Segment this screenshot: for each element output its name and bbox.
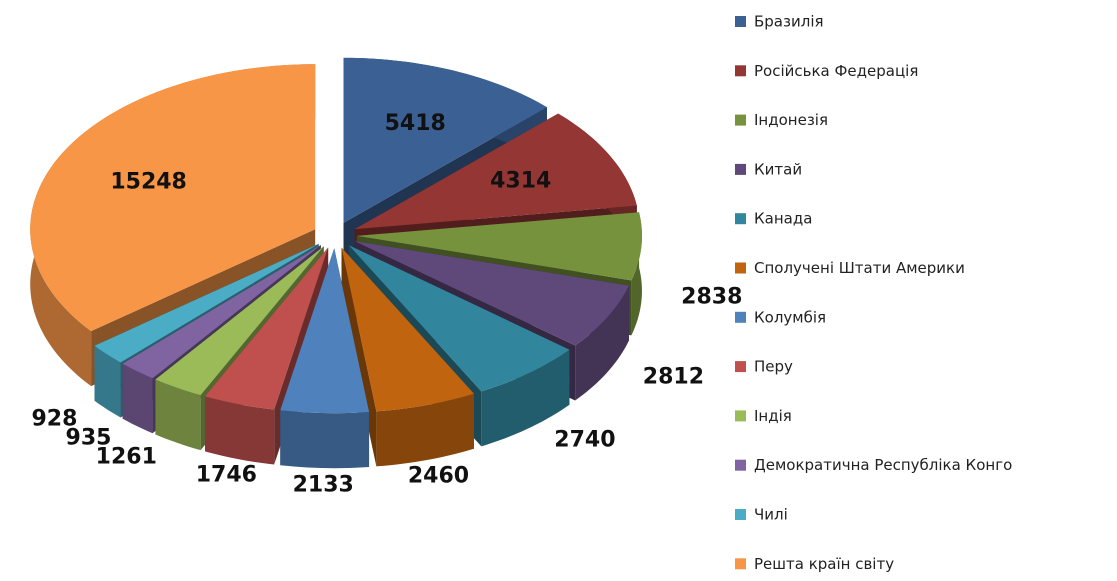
legend-swatch: [735, 361, 746, 373]
legend-label: Російська Федерація: [754, 62, 918, 80]
value-label: 4314: [490, 169, 551, 194]
slice: [122, 245, 321, 379]
slice-side: [280, 410, 370, 469]
legend-swatch: [735, 311, 746, 323]
slice: [356, 212, 642, 281]
legend-label: Колумбія: [754, 308, 826, 326]
slice: [343, 57, 547, 223]
slice-side: [122, 363, 153, 434]
legend-label: Чилі: [754, 506, 788, 524]
legend-label: Решта країн світу: [754, 555, 894, 573]
slice: [155, 246, 324, 396]
slice-side: [481, 349, 570, 447]
slice: [341, 247, 474, 412]
legend-label: Індонезія: [754, 111, 828, 129]
slice: [348, 245, 570, 392]
legend-label: Канада: [754, 210, 812, 228]
value-label: 2812: [643, 364, 704, 389]
slice: [94, 243, 319, 363]
slice-side: [575, 285, 629, 401]
legend-swatch: [735, 410, 746, 422]
legend-label: Бразилія: [754, 13, 824, 31]
legend-label: Сполучені Штати Америки: [754, 259, 965, 277]
legend-label: Перу: [754, 358, 793, 376]
value-label: 2838: [681, 285, 742, 310]
slice-side: [94, 345, 121, 418]
value-label: 2133: [293, 473, 354, 498]
value-label: 1261: [96, 444, 157, 469]
value-label: 15248: [110, 169, 187, 194]
legend-label: Демократична Республіка Конго: [754, 456, 1012, 474]
value-label: 2740: [554, 427, 615, 452]
value-label: 5418: [385, 111, 446, 136]
value-label: 935: [66, 425, 112, 450]
legend-swatch: [735, 65, 746, 77]
slice-side: [155, 379, 201, 451]
legend-swatch: [735, 114, 746, 126]
slice-side: [376, 393, 474, 467]
slice: [205, 247, 329, 410]
value-label: 2460: [408, 464, 469, 489]
slice: [280, 248, 370, 414]
legend-swatch: [735, 558, 746, 570]
legend-label: Китай: [754, 160, 802, 178]
legend-swatch: [735, 213, 746, 225]
slice: [354, 113, 637, 230]
legend-label: Індія: [754, 407, 792, 425]
slice: [30, 64, 316, 332]
legend-swatch: [735, 459, 746, 471]
legend-swatch: [735, 163, 746, 175]
value-label: 1746: [196, 463, 257, 488]
slice-tops: [30, 57, 642, 414]
legend-swatch: [735, 262, 746, 274]
slice-side: [205, 396, 275, 465]
value-label: 928: [31, 406, 77, 431]
slice: [354, 241, 629, 346]
legend-swatch: [735, 16, 746, 27]
legend-swatch: [735, 509, 746, 520]
